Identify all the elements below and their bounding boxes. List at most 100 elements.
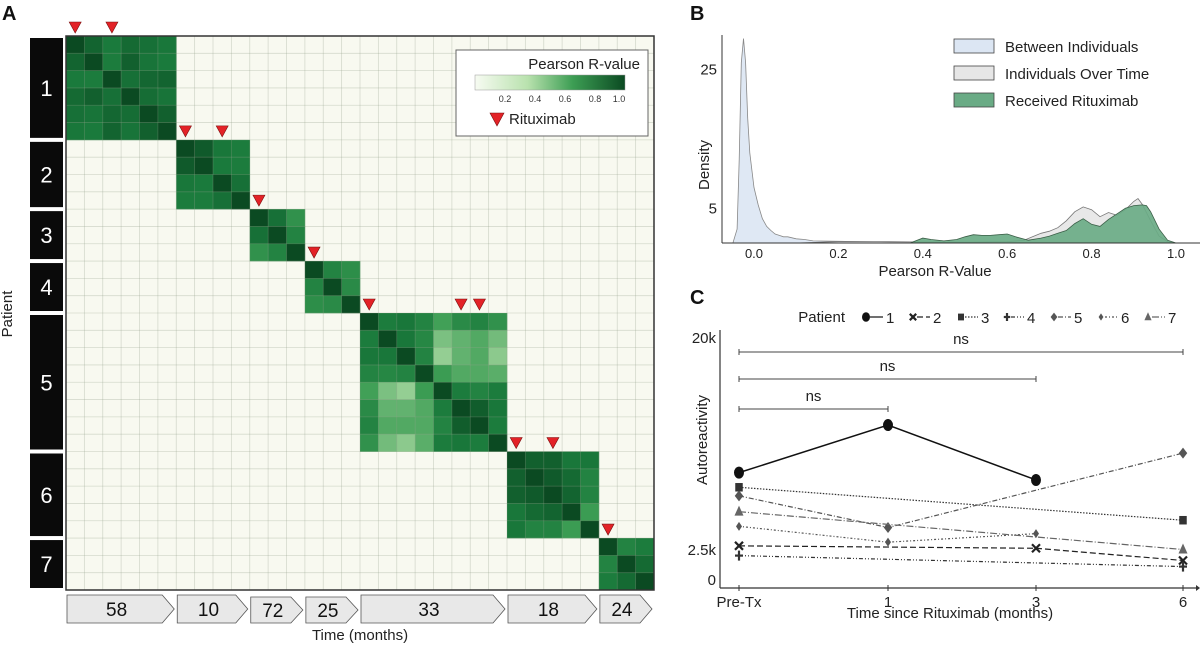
patient-legend-title: Patient bbox=[798, 309, 846, 326]
heatmap-cell bbox=[304, 278, 324, 296]
heatmap-cell bbox=[580, 520, 600, 539]
heatmap-cell bbox=[470, 330, 489, 348]
heatmap-cell bbox=[562, 486, 581, 504]
heatmap-cell bbox=[304, 295, 324, 314]
heatmap-cell bbox=[157, 36, 177, 54]
plus-marker-icon bbox=[1179, 561, 1187, 572]
significance-label: ns bbox=[806, 388, 822, 405]
heatmap-cell bbox=[121, 122, 140, 141]
small-diamond-marker-icon bbox=[1098, 313, 1104, 321]
heatmap-cell bbox=[84, 53, 104, 71]
colorbar-tick-label: 0.4 bbox=[529, 94, 542, 104]
colorbar-tick-label: 0.2 bbox=[499, 94, 512, 104]
heatmap-cell bbox=[396, 347, 416, 366]
heatmap-cell bbox=[598, 555, 618, 573]
density-area-3 bbox=[909, 204, 1177, 244]
heatmap-cell bbox=[525, 503, 545, 522]
significance-label: ns bbox=[953, 331, 969, 348]
heatmap-cell bbox=[488, 399, 508, 418]
heatmap-cell bbox=[451, 313, 471, 331]
patient-bar bbox=[30, 38, 63, 138]
heatmap-cell bbox=[562, 451, 581, 470]
heatmap-cell bbox=[66, 70, 85, 89]
heatmap-cell bbox=[121, 53, 140, 71]
heatmap-cell bbox=[286, 243, 306, 262]
colorbar-tick-label: 1.0 bbox=[613, 94, 626, 104]
heatmap-cell bbox=[507, 520, 526, 539]
heatmap-cell bbox=[231, 157, 251, 175]
heatmap-cell bbox=[139, 87, 159, 106]
heatmap-cell bbox=[617, 538, 636, 556]
patient-legend-label: 4 bbox=[1027, 310, 1035, 327]
density-ticks: 0.0 0.2 0.4 0.6 0.8 1.0 5 25 bbox=[700, 62, 1185, 261]
heatmap-cell bbox=[580, 451, 600, 470]
autoreactivity-panel: 0 2.5k 20k Pre-Tx 1 3 6 ns ns ns Patient 1 2 3 4 5 6 7… bbox=[688, 309, 1200, 622]
heatmap-cell bbox=[415, 434, 434, 452]
heatmap-cell bbox=[451, 399, 471, 418]
patient-series-3 bbox=[735, 483, 1187, 525]
patient-bar-label: 3 bbox=[40, 223, 52, 248]
panel-label-b: B bbox=[690, 3, 704, 25]
patient-lines bbox=[734, 419, 1188, 572]
heatmap-grid bbox=[66, 36, 654, 590]
heatmap-cell bbox=[378, 399, 398, 418]
time-duration-label: 58 bbox=[106, 600, 127, 621]
density-legend-label: Received Rituximab bbox=[1005, 93, 1138, 110]
patient-bar bbox=[30, 540, 63, 588]
patient-bar bbox=[30, 315, 63, 450]
density-legend-label: Between Individuals bbox=[1005, 39, 1138, 56]
patient-bar-label: 4 bbox=[40, 275, 52, 300]
autoreactivity-y-ticks: 0 2.5k 20k bbox=[688, 330, 717, 589]
heatmap-cell bbox=[433, 313, 453, 331]
patient-line bbox=[738, 511, 1184, 551]
diamond-marker-icon bbox=[1050, 312, 1058, 322]
rituximab-marker-icon bbox=[362, 298, 376, 311]
heatmap-cell bbox=[249, 243, 269, 262]
square-marker-icon bbox=[735, 483, 743, 492]
heatmap-cell bbox=[176, 174, 195, 193]
autoreactivity-x-ticks: Pre-Tx 1 3 6 bbox=[717, 585, 1187, 611]
heatmap-cell bbox=[341, 295, 361, 314]
time-duration-label: 10 bbox=[198, 600, 219, 621]
x-marker-icon bbox=[1178, 555, 1188, 566]
patient-bar-label: 5 bbox=[40, 370, 52, 395]
heatmap-cell bbox=[470, 416, 489, 435]
patient-legend-label: 6 bbox=[1121, 310, 1129, 327]
heatmap-cell bbox=[378, 382, 398, 400]
heatmap-cell bbox=[102, 53, 122, 71]
heatmap-cell bbox=[157, 53, 177, 71]
autoreactivity-y-axis-label: Autoreactivity bbox=[694, 394, 711, 485]
heatmap-cell bbox=[415, 399, 434, 418]
heatmap-cell bbox=[102, 87, 122, 106]
density-legend: Between Individuals Individuals Over Time… bbox=[953, 38, 1149, 110]
heatmap-cell bbox=[157, 70, 177, 89]
heatmap-cell bbox=[396, 399, 416, 418]
heatmap-cell bbox=[268, 243, 287, 262]
heatmap-cell bbox=[433, 347, 453, 366]
autoreactivity-x-tick-label: 3 bbox=[1032, 594, 1040, 611]
time-duration-label: 18 bbox=[538, 600, 559, 621]
heatmap-cell bbox=[488, 347, 508, 366]
triangle-marker-icon bbox=[734, 505, 744, 516]
panel-label-c: C bbox=[690, 287, 704, 309]
heatmap-cell bbox=[84, 105, 104, 123]
x-marker-icon bbox=[1031, 543, 1041, 554]
rituximab-marker-icon bbox=[68, 21, 82, 34]
heatmap-cell bbox=[396, 416, 416, 435]
x-marker-icon bbox=[734, 541, 744, 551]
heatmap-cell bbox=[360, 347, 379, 366]
density-y-tick-label: 25 bbox=[700, 62, 717, 79]
rituximab-legend-label: Rituximab bbox=[509, 111, 576, 128]
heatmap-cell bbox=[598, 572, 618, 591]
x-marker-stroke bbox=[1178, 555, 1188, 566]
heatmap-cell bbox=[139, 70, 159, 89]
rituximab-marker-icon bbox=[472, 298, 486, 311]
density-x-tick-label: 0.0 bbox=[745, 246, 763, 261]
heatmap-cell bbox=[507, 451, 526, 470]
heatmap-cell bbox=[157, 87, 177, 106]
heatmap-cell bbox=[488, 330, 508, 348]
heatmap-cell bbox=[231, 139, 251, 158]
colorbar-title: Pearson R-value bbox=[528, 56, 640, 73]
colorbar-tick-label: 0.8 bbox=[589, 94, 602, 104]
heatmap-cell bbox=[323, 295, 342, 314]
